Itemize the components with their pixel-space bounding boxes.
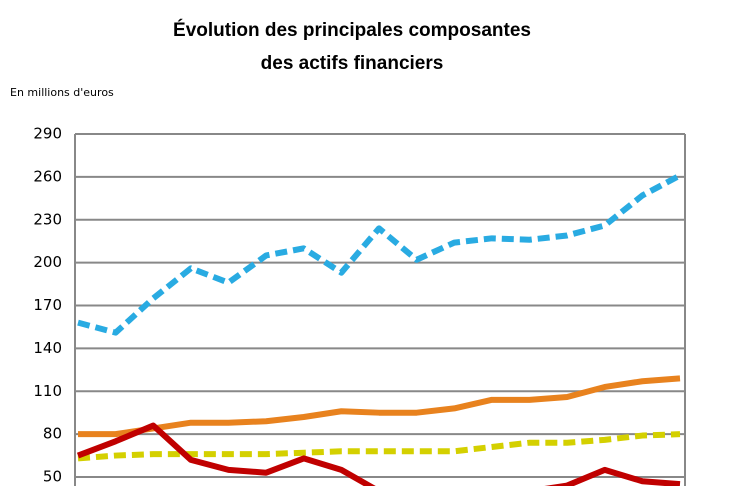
y-tick-label: 50	[43, 468, 62, 486]
series-line	[77, 172, 682, 336]
y-tick-label: 290	[33, 125, 62, 143]
y-tick-label: 260	[33, 167, 62, 185]
y-tick-label: 170	[33, 296, 62, 314]
series-line	[77, 431, 681, 462]
y-tick-label: 200	[33, 253, 62, 271]
y-tick-label: 230	[33, 210, 62, 228]
series-line	[76, 422, 681, 486]
y-tick-label: 80	[43, 425, 62, 443]
chart-title: Évolution des principales composantes	[173, 19, 531, 41]
chart-subtitle: En millions d'euros	[10, 86, 114, 99]
y-tick-label: 140	[33, 339, 62, 357]
series-line	[78, 375, 681, 438]
y-tick-label: 110	[33, 382, 62, 400]
chart-title: des actifs financiers	[261, 53, 444, 74]
